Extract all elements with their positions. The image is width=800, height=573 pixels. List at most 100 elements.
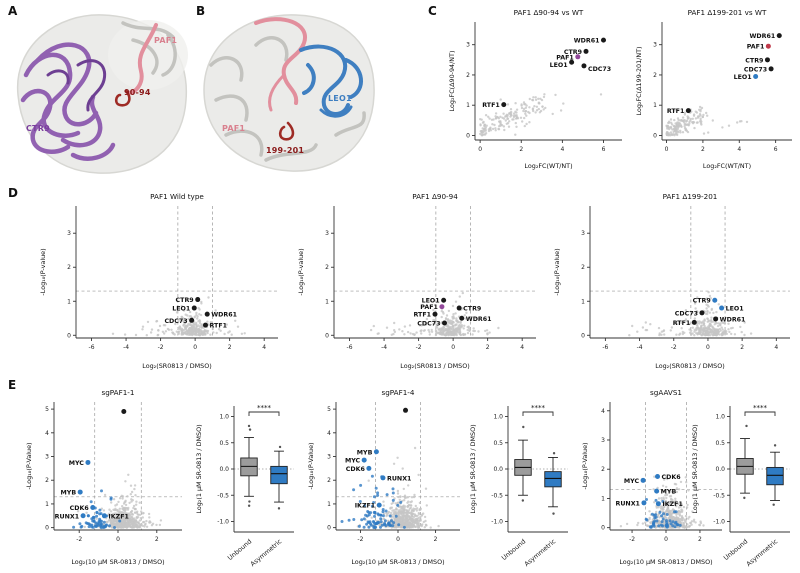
svg-text:3: 3 [67, 230, 71, 237]
svg-text:MYB: MYB [61, 490, 77, 497]
svg-text:CTR9: CTR9 [564, 49, 582, 56]
panel-label-e: E [8, 378, 17, 392]
svg-text:****: **** [257, 404, 272, 412]
svg-text:-Log₁₀(P-Value): -Log₁₀(P-Value) [25, 442, 33, 489]
svg-text:-6: -6 [89, 344, 95, 351]
svg-text:2: 2 [155, 536, 159, 543]
svg-text:0.0: 0.0 [715, 466, 725, 473]
svg-text:RTF1: RTF1 [673, 320, 691, 327]
svg-text:0.5: 0.5 [219, 440, 229, 447]
panel-b-paf1-label: PAF1 [222, 124, 246, 133]
svg-text:Log₂(10 µM SR-0813 / DMSO): Log₂(10 µM SR-0813 / DMSO) [71, 558, 164, 566]
svg-text:PAF1 Δ90-94: PAF1 Δ90-94 [412, 192, 458, 201]
svg-text:-2: -2 [357, 536, 363, 543]
svg-text:-2: -2 [76, 536, 82, 543]
scatter-paf1-d90-94-vs-wt: 0 2 4 6 0 1 2 3 PAF1 Δ90-94 vs WT Log₂FC(WT/NT) Lo… [448, 8, 622, 170]
svg-text:2: 2 [325, 264, 329, 271]
volcano-paf1-wild-type: -6 -4 -2 0 2 4 0 1 2 3 PAF1 Wild type Log₂(SR0813 /… [39, 192, 278, 370]
panel-b-structure [203, 14, 375, 172]
svg-text:Log₂FC(Δ90-94/NT): Log₂FC(Δ90-94/NT) [448, 51, 456, 112]
svg-text:2: 2 [228, 344, 232, 351]
svg-text:CTR9: CTR9 [693, 298, 711, 305]
svg-text:Log₂(10 µM SR-0813 / DMSO): Log₂(10 µM SR-0813 / DMSO) [619, 558, 712, 566]
svg-text:CDK6: CDK6 [70, 505, 90, 512]
svg-text:PAF1: PAF1 [747, 44, 765, 51]
svg-text:0: 0 [193, 344, 197, 351]
svg-text:4: 4 [601, 408, 605, 415]
svg-text:Asymmetric: Asymmetric [523, 537, 558, 568]
svg-text:RTF1: RTF1 [209, 323, 227, 330]
svg-text:2: 2 [466, 72, 470, 79]
svg-text:1: 1 [67, 298, 71, 305]
svg-text:sgAAVS1: sgAAVS1 [650, 388, 682, 397]
svg-text:Log₂(SR0813 / DMSO): Log₂(SR0813 / DMSO) [142, 362, 211, 370]
svg-text:1: 1 [601, 495, 605, 502]
svg-text:0: 0 [67, 332, 71, 339]
svg-text:Log₂(SR0813 / DMSO): Log₂(SR0813 / DMSO) [400, 362, 469, 370]
svg-text:0: 0 [653, 132, 657, 139]
svg-text:0: 0 [478, 146, 482, 153]
svg-text:6: 6 [602, 146, 606, 153]
svg-text:3: 3 [325, 230, 329, 237]
svg-text:-Log₁₀(P-value): -Log₁₀(P-value) [553, 248, 561, 295]
svg-text:Log₂(1 µM SR-0813 / DMSO): Log₂(1 µM SR-0813 / DMSO) [469, 424, 477, 513]
svg-text:1.0: 1.0 [493, 414, 503, 421]
svg-text:-0.5: -0.5 [713, 492, 725, 499]
svg-text:2: 2 [519, 146, 523, 153]
svg-text:-2: -2 [629, 536, 635, 543]
svg-text:1: 1 [327, 501, 331, 508]
svg-text:2: 2 [698, 536, 702, 543]
svg-text:-0.5: -0.5 [491, 492, 503, 499]
svg-text:2: 2 [601, 466, 605, 473]
panel-label-a: A [8, 4, 18, 18]
svg-text:Log₂(10 µM SR-0813 / DMSO): Log₂(10 µM SR-0813 / DMSO) [351, 558, 444, 566]
svg-text:4: 4 [327, 430, 331, 437]
svg-text:Log₂FC(WT/NT): Log₂FC(WT/NT) [524, 162, 572, 170]
svg-text:WDR61: WDR61 [749, 33, 775, 40]
svg-text:sgPAF1-4: sgPAF1-4 [382, 388, 415, 397]
svg-text:PAF1 Δ90-94 vs WT: PAF1 Δ90-94 vs WT [514, 8, 584, 17]
svg-text:CDC73: CDC73 [744, 66, 767, 73]
svg-text:CDC73: CDC73 [588, 66, 611, 73]
svg-text:RTF1: RTF1 [482, 102, 500, 109]
boxplot-sgpaf1-4: -1.0 -0.5 0.0 0.5 1.0 Log₂(1 µM SR-0813 / DMS… [469, 404, 568, 568]
svg-text:LEO1: LEO1 [734, 74, 752, 81]
svg-text:4: 4 [262, 344, 266, 351]
svg-text:0: 0 [664, 536, 668, 543]
svg-text:1: 1 [581, 298, 585, 305]
svg-text:0: 0 [396, 536, 400, 543]
svg-text:3: 3 [601, 437, 605, 444]
svg-text:2: 2 [434, 536, 438, 543]
svg-text:Asymmetric: Asymmetric [249, 537, 284, 568]
panel-a-ctr9-label: CTR9 [26, 124, 50, 133]
svg-text:PAF1: PAF1 [420, 304, 438, 311]
panel-label-c: C [428, 4, 437, 18]
panel-b-region-label: 199-201 [266, 146, 305, 155]
svg-text:CDC73: CDC73 [675, 310, 698, 317]
svg-text:WDR61: WDR61 [720, 316, 746, 323]
svg-text:-Log₁₀(P-Value): -Log₁₀(P-Value) [581, 442, 589, 489]
svg-text:Log₂FC(Δ199-201/NT): Log₂FC(Δ199-201/NT) [635, 46, 643, 115]
svg-text:MYC: MYC [345, 458, 361, 465]
svg-text:LEO1: LEO1 [550, 62, 568, 69]
svg-text:MYC: MYC [69, 460, 85, 467]
svg-text:Asymmetric: Asymmetric [745, 537, 780, 568]
svg-text:3: 3 [327, 454, 331, 461]
svg-text:IKZF1: IKZF1 [108, 513, 128, 520]
svg-text:0.5: 0.5 [715, 440, 725, 447]
svg-text:0: 0 [116, 536, 120, 543]
svg-text:2: 2 [653, 72, 657, 79]
svg-text:LEO1: LEO1 [726, 306, 744, 313]
svg-text:0.0: 0.0 [219, 466, 229, 473]
volcano-paf1-d90-94: -6 -4 -2 0 2 4 0 1 2 3 PAF1 Δ90-94 Log₂(SR0813 / DM… [297, 192, 536, 370]
svg-text:****: **** [531, 404, 546, 412]
svg-text:0: 0 [466, 132, 470, 139]
svg-text:Log₂(1 µM SR-0813 / DMSO): Log₂(1 µM SR-0813 / DMSO) [195, 424, 203, 513]
svg-text:WDR61: WDR61 [574, 38, 600, 45]
boxplot-sgpaf1-1: -1.0 -0.5 0.0 0.5 1.0 Log₂(1 µM SR-0813 / DMS… [195, 404, 294, 568]
svg-text:****: **** [753, 404, 768, 412]
svg-text:2: 2 [67, 264, 71, 271]
svg-text:4: 4 [774, 344, 778, 351]
svg-text:IKZF1: IKZF1 [662, 501, 682, 508]
